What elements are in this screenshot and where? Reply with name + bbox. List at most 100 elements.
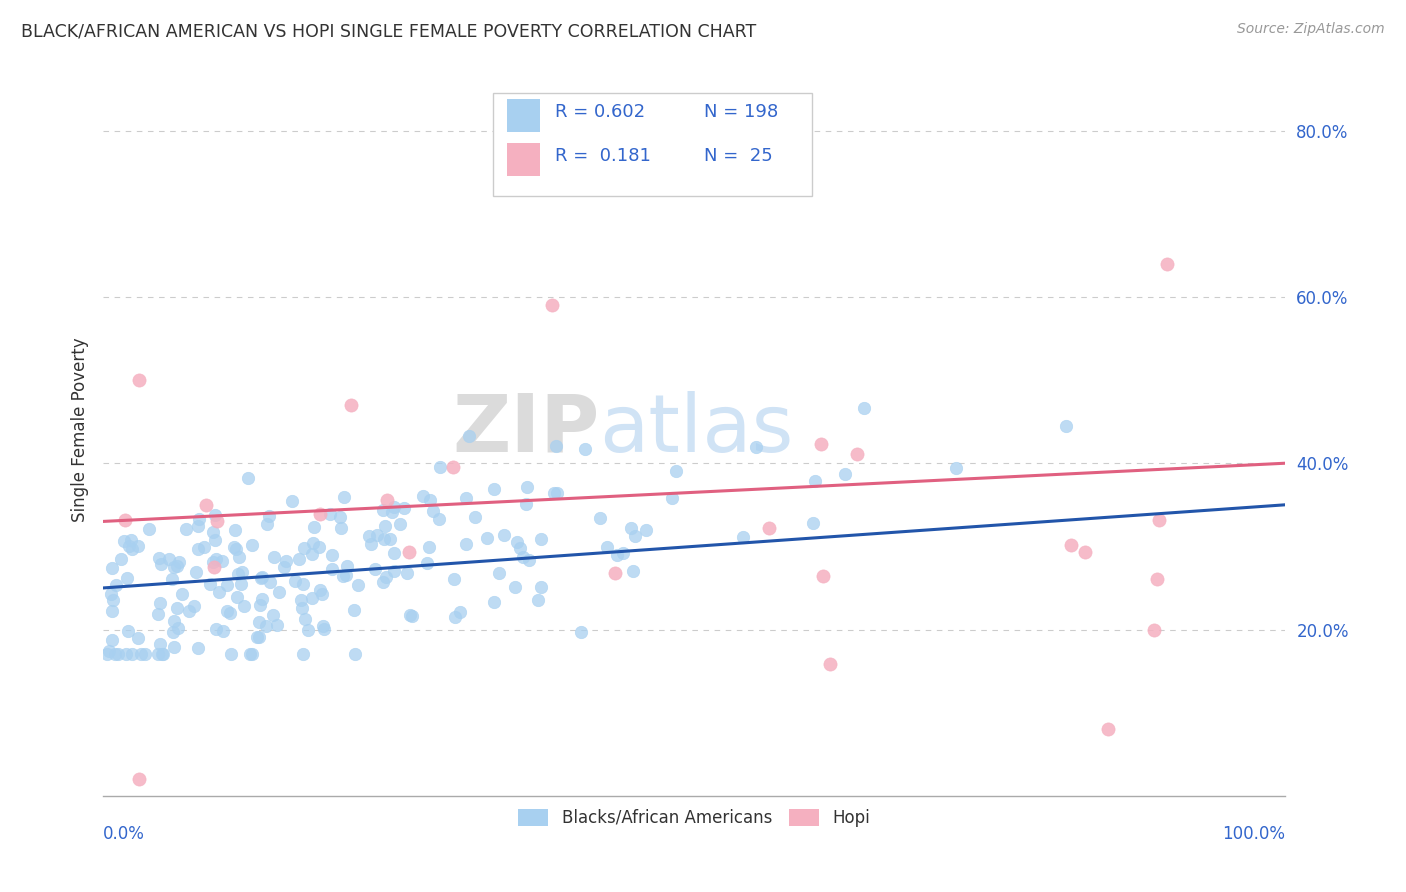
Point (231, 577, 253, 591)
Point (128, 373, 150, 387)
FancyBboxPatch shape (508, 143, 540, 176)
Point (329, 509, 352, 524)
Point (120, 533, 142, 547)
Point (301, 547, 323, 561)
Point (112, 533, 135, 548)
Text: atlas: atlas (599, 391, 794, 469)
Point (801, 516, 824, 531)
Point (233, 599, 256, 614)
Point (292, 577, 315, 591)
Point (394, 500, 416, 515)
Point (121, 541, 143, 556)
Point (546, 439, 568, 453)
Point (382, 564, 405, 578)
Point (226, 567, 249, 582)
Point (149, 637, 172, 651)
Point (211, 554, 233, 568)
Point (246, 631, 269, 645)
Point (484, 483, 506, 497)
Point (172, 587, 194, 601)
Point (441, 460, 464, 475)
Point (127, 632, 149, 646)
Point (228, 549, 250, 564)
Point (745, 440, 768, 454)
Point (398, 545, 420, 559)
Point (311, 587, 333, 601)
Point (150, 648, 173, 662)
Point (422, 504, 444, 518)
Point (429, 459, 451, 474)
Point (813, 569, 835, 583)
Text: 0.0%: 0.0% (103, 825, 145, 843)
Point (174, 522, 197, 536)
Point (494, 528, 516, 542)
Point (163, 640, 186, 654)
Point (186, 566, 208, 580)
Point (115, 571, 138, 585)
Text: BLACK/AFRICAN AMERICAN VS HOPI SINGLE FEMALE POVERTY CORRELATION CHART: BLACK/AFRICAN AMERICAN VS HOPI SINGLE FE… (21, 22, 756, 40)
Point (1143, 623, 1166, 637)
Point (382, 500, 405, 515)
Point (100, 633, 122, 648)
Point (98, 644, 121, 658)
Point (603, 566, 626, 581)
FancyBboxPatch shape (494, 94, 813, 195)
Point (249, 599, 271, 613)
Point (335, 568, 357, 582)
Point (332, 490, 354, 504)
Point (224, 523, 246, 537)
Point (464, 509, 486, 524)
Point (129, 648, 152, 662)
Point (281, 494, 304, 508)
Point (543, 486, 565, 500)
Point (263, 550, 285, 565)
Point (309, 507, 332, 521)
Point (166, 600, 188, 615)
Point (381, 506, 404, 520)
Point (127, 540, 149, 554)
Point (456, 491, 478, 505)
Point (207, 514, 229, 528)
Point (204, 508, 226, 522)
Point (148, 550, 170, 565)
Point (240, 648, 263, 662)
Point (238, 648, 260, 662)
Point (418, 540, 440, 554)
Point (167, 621, 190, 635)
Point (226, 590, 249, 604)
Point (301, 591, 323, 605)
Point (541, 298, 564, 312)
Legend: Blacks/African Americans, Hopi: Blacks/African Americans, Hopi (510, 800, 879, 835)
Point (177, 604, 200, 618)
Point (117, 624, 139, 639)
Point (818, 657, 841, 671)
Point (225, 542, 247, 557)
Point (138, 522, 160, 536)
Point (247, 630, 270, 644)
Point (312, 619, 335, 633)
Point (336, 559, 359, 574)
Point (846, 447, 869, 461)
Point (401, 608, 423, 623)
Point (162, 625, 184, 640)
Point (297, 624, 319, 638)
Point (506, 534, 529, 549)
Point (321, 562, 343, 576)
Point (146, 607, 169, 621)
Point (606, 548, 628, 562)
Point (188, 512, 211, 526)
Point (250, 592, 273, 607)
Point (516, 480, 538, 494)
Point (758, 521, 780, 535)
Point (488, 566, 510, 580)
Point (259, 575, 281, 590)
Point (340, 398, 363, 412)
Point (621, 564, 644, 578)
Point (290, 593, 312, 607)
Point (412, 488, 434, 502)
Point (346, 577, 368, 591)
Point (503, 580, 526, 594)
Point (166, 559, 188, 574)
Point (373, 519, 395, 533)
Point (200, 577, 222, 591)
